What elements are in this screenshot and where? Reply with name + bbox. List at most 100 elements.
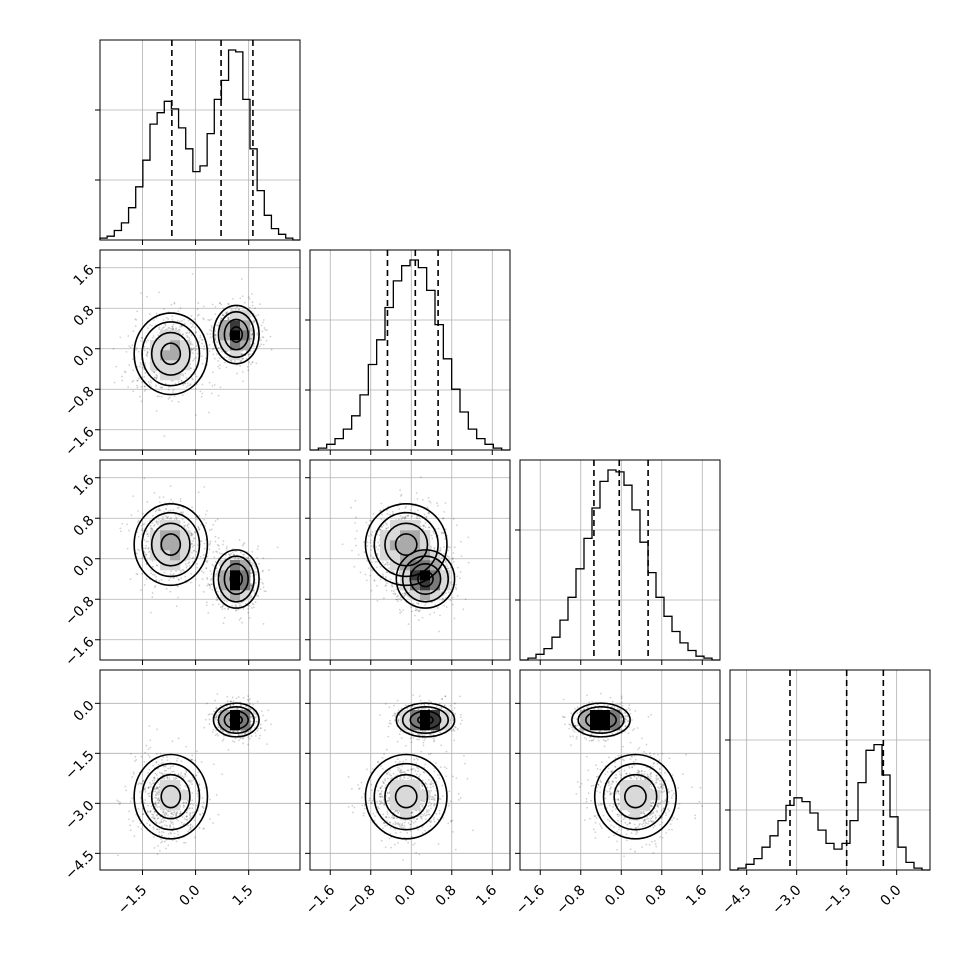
scatter-point (212, 347, 215, 350)
scatter-point (155, 385, 157, 388)
scatter-point (399, 596, 402, 599)
density-cell (390, 530, 401, 541)
scatter-point (379, 509, 382, 512)
scatter-point (385, 522, 387, 525)
scatter-point (366, 544, 369, 547)
scatter-point (172, 327, 175, 330)
scatter-point (131, 380, 134, 383)
scatter-point (137, 510, 139, 512)
scatter-point (220, 303, 223, 306)
scatter-point (428, 526, 431, 529)
scatter-point (387, 561, 389, 564)
scatter-point (440, 531, 443, 534)
contour-ring (417, 570, 434, 588)
scatter-point (155, 821, 158, 824)
scatter-point (136, 379, 139, 382)
scatter-point (213, 334, 216, 337)
scatter-point (129, 346, 132, 349)
scatter-point (208, 319, 211, 322)
scatter-point (449, 546, 451, 549)
scatter-point (391, 583, 394, 586)
scatter-point (214, 333, 217, 336)
scatter-point (467, 561, 470, 564)
panel-grid: −4.5 −3.0 −1.5 0.0−1.6−0.80.00.81.6−1.6−0.8… (62, 39, 931, 918)
scatter-point (248, 702, 251, 705)
density-cell (400, 530, 411, 541)
scatter-point (196, 792, 199, 795)
scatter-point (161, 518, 164, 521)
scatter-point (205, 509, 208, 512)
scatter-point (187, 526, 190, 529)
scatter-point (154, 796, 156, 799)
scatter-point (209, 542, 211, 545)
scatter-point (163, 435, 166, 437)
scatter-point (217, 360, 220, 362)
scatter-point (216, 574, 219, 577)
scatter-point (182, 804, 185, 807)
scatter-point (166, 516, 168, 519)
scatter-point (140, 755, 143, 758)
scatter-point (168, 579, 171, 581)
contour-ring (217, 310, 255, 359)
scatter-point (383, 597, 385, 600)
scatter-point (382, 524, 385, 527)
scatter-point (208, 381, 211, 384)
scatter-point (152, 525, 155, 527)
scatter-point (375, 546, 378, 548)
scatter-point (167, 398, 170, 400)
contour-ring (223, 318, 249, 351)
density-cell (430, 560, 441, 571)
scatter-point (217, 603, 220, 606)
scatter-point (183, 318, 185, 321)
scatter-point (221, 605, 224, 608)
scatter-point (128, 529, 130, 532)
scatter-point (168, 386, 170, 388)
scatter-point (155, 312, 158, 315)
scatter-point (367, 567, 370, 570)
scatter-point (441, 532, 443, 535)
scatter-point (166, 777, 169, 780)
scatter-point (262, 336, 265, 339)
scatter-point (151, 592, 154, 594)
scatter-point (208, 529, 211, 531)
scatter-point (263, 327, 266, 329)
scatter-point (380, 502, 383, 505)
scatter-point (229, 700, 232, 703)
scatter-point (251, 330, 254, 333)
scatter-point (144, 788, 147, 791)
scatter-point (217, 365, 219, 368)
scatter-point (180, 380, 183, 382)
scatter-point (260, 324, 263, 327)
scatter-point (396, 595, 398, 598)
scatter-point (167, 318, 170, 320)
scatter-point (448, 556, 450, 558)
scatter-point (213, 384, 216, 386)
scatter-point (216, 551, 218, 553)
scatter-point (136, 573, 139, 576)
scatter-point (404, 515, 407, 518)
scatter-point (203, 485, 206, 488)
scatter-point (158, 831, 161, 833)
scatter-point (219, 364, 221, 367)
scatter-point (172, 811, 175, 814)
scatter-point (269, 335, 272, 338)
scatter-point (137, 521, 139, 523)
scatter-point (191, 551, 193, 554)
scatter-point (190, 347, 193, 350)
scatter-point (128, 364, 131, 366)
scatter-point (126, 523, 128, 526)
scatter-point (139, 340, 142, 342)
scatter-point (380, 518, 383, 521)
scatter-point (243, 301, 246, 304)
scatter-point (195, 345, 198, 348)
scatter-point (353, 565, 356, 568)
scatter-point (199, 813, 202, 816)
scatter-point (386, 523, 388, 526)
contour-ring (160, 533, 182, 556)
scatter-point (210, 572, 213, 575)
scatter-point (228, 554, 231, 557)
scatter-point (215, 587, 218, 589)
scatter-point (155, 373, 158, 376)
scatter-point (213, 763, 215, 766)
scatter-point (217, 562, 220, 564)
